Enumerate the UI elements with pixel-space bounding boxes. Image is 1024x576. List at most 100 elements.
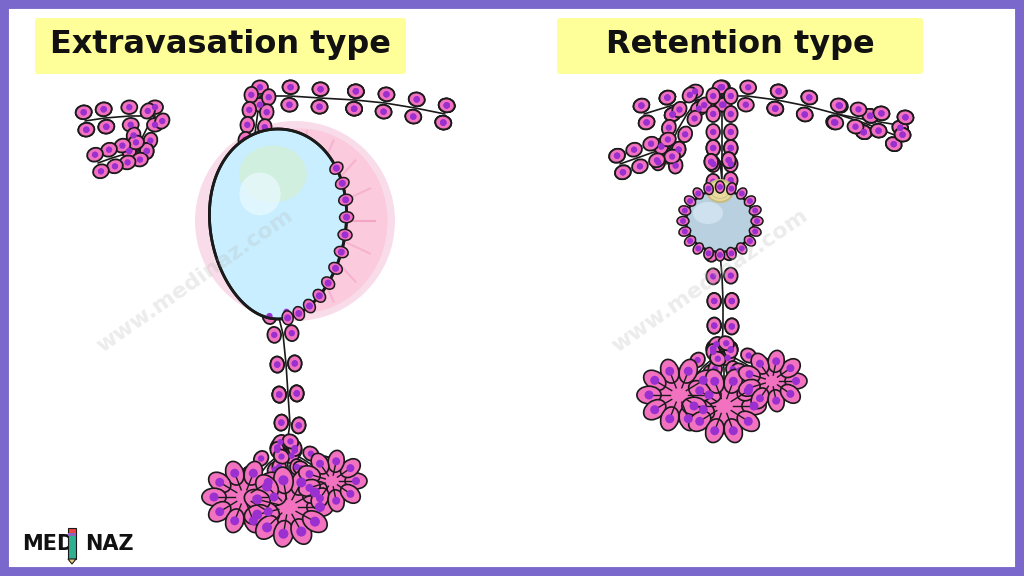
Circle shape [352, 88, 359, 94]
Ellipse shape [303, 482, 328, 503]
Ellipse shape [826, 115, 842, 129]
Circle shape [836, 102, 842, 108]
Circle shape [352, 88, 359, 94]
Ellipse shape [78, 123, 94, 137]
Ellipse shape [644, 400, 666, 420]
Circle shape [802, 111, 808, 118]
Circle shape [713, 341, 720, 347]
Ellipse shape [243, 102, 256, 118]
Circle shape [676, 107, 683, 113]
Circle shape [638, 103, 645, 109]
Ellipse shape [283, 434, 298, 449]
Circle shape [248, 92, 255, 98]
Circle shape [242, 137, 249, 143]
Circle shape [710, 346, 717, 352]
Ellipse shape [262, 308, 276, 324]
Ellipse shape [336, 177, 349, 189]
Ellipse shape [639, 116, 654, 130]
Ellipse shape [706, 369, 724, 393]
Circle shape [81, 109, 87, 116]
Circle shape [831, 119, 838, 126]
Ellipse shape [736, 188, 746, 199]
Circle shape [692, 88, 698, 94]
Ellipse shape [725, 319, 738, 335]
Ellipse shape [379, 88, 394, 101]
Ellipse shape [707, 340, 720, 357]
Ellipse shape [312, 82, 329, 96]
Ellipse shape [225, 461, 244, 485]
Ellipse shape [691, 377, 706, 392]
Circle shape [289, 453, 295, 459]
Circle shape [332, 457, 340, 465]
Ellipse shape [724, 140, 737, 156]
Circle shape [879, 110, 885, 116]
Ellipse shape [643, 137, 659, 151]
Ellipse shape [708, 293, 721, 309]
Circle shape [710, 145, 717, 151]
Ellipse shape [709, 361, 722, 377]
Circle shape [682, 229, 688, 234]
Circle shape [323, 460, 329, 467]
Circle shape [729, 426, 737, 435]
Circle shape [346, 490, 354, 498]
Circle shape [292, 360, 298, 366]
Circle shape [695, 417, 705, 426]
Circle shape [711, 377, 719, 386]
Circle shape [670, 111, 676, 118]
Text: www.medinaz.com: www.medinaz.com [93, 206, 297, 357]
Ellipse shape [282, 98, 297, 112]
Circle shape [706, 251, 712, 256]
Ellipse shape [647, 369, 711, 421]
Circle shape [339, 180, 346, 187]
Circle shape [133, 139, 139, 146]
Ellipse shape [329, 263, 342, 274]
Ellipse shape [256, 477, 270, 492]
Ellipse shape [746, 360, 798, 402]
Circle shape [383, 91, 390, 97]
Circle shape [252, 510, 262, 520]
Circle shape [246, 470, 252, 477]
Ellipse shape [662, 120, 676, 135]
Circle shape [710, 179, 717, 185]
Ellipse shape [724, 342, 737, 357]
Circle shape [210, 492, 218, 502]
Circle shape [292, 445, 298, 451]
Ellipse shape [95, 103, 112, 116]
Ellipse shape [282, 98, 297, 112]
Ellipse shape [406, 110, 421, 123]
Ellipse shape [262, 488, 286, 506]
Ellipse shape [272, 386, 286, 403]
FancyBboxPatch shape [557, 18, 923, 74]
Ellipse shape [242, 466, 256, 481]
Ellipse shape [684, 236, 695, 246]
Circle shape [152, 122, 158, 128]
Circle shape [440, 119, 446, 126]
Circle shape [650, 405, 659, 414]
Circle shape [676, 146, 682, 153]
Circle shape [665, 137, 671, 143]
Ellipse shape [244, 509, 262, 533]
Ellipse shape [673, 102, 686, 118]
Ellipse shape [802, 90, 817, 104]
Ellipse shape [252, 81, 268, 94]
Circle shape [676, 146, 682, 153]
Ellipse shape [290, 476, 303, 492]
Ellipse shape [708, 317, 721, 334]
Ellipse shape [155, 113, 169, 128]
Circle shape [658, 143, 665, 150]
Ellipse shape [311, 488, 329, 509]
Ellipse shape [379, 88, 394, 101]
Circle shape [266, 313, 272, 319]
Ellipse shape [693, 243, 703, 254]
Ellipse shape [707, 268, 720, 285]
Ellipse shape [346, 102, 362, 116]
Circle shape [695, 386, 705, 395]
Ellipse shape [724, 172, 737, 188]
Ellipse shape [283, 81, 299, 94]
Circle shape [260, 482, 266, 488]
Circle shape [128, 122, 134, 128]
Circle shape [296, 422, 302, 429]
Ellipse shape [312, 82, 329, 96]
Ellipse shape [256, 477, 270, 492]
Circle shape [83, 127, 89, 133]
